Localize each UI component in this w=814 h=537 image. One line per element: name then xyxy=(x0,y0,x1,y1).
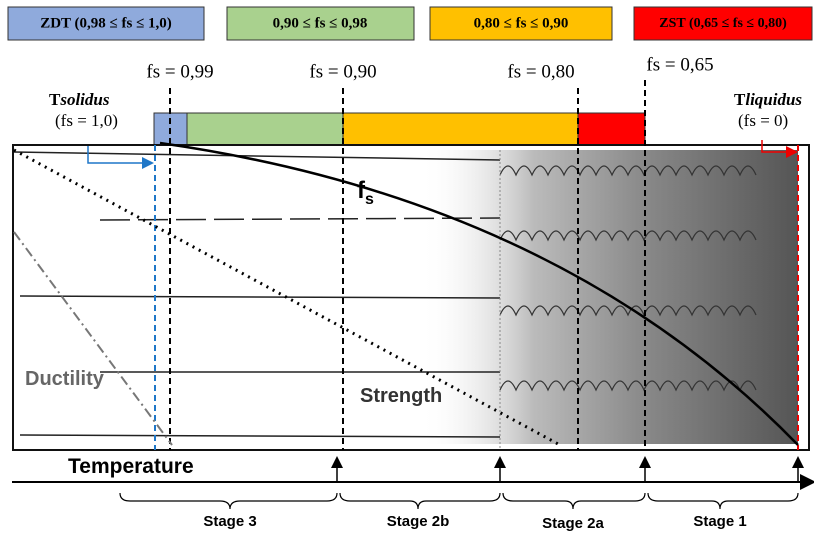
boundary xyxy=(13,151,501,161)
legend-box xyxy=(633,6,813,41)
fs-subscript: s xyxy=(365,191,374,208)
legend-box xyxy=(429,6,613,41)
dendrite xyxy=(499,230,757,242)
stage-label: Stage 3 xyxy=(203,513,256,530)
axis-label: Temperature xyxy=(68,455,194,478)
legend-text: 0,80 ≤ fs ≤ 0,90 xyxy=(474,15,569,31)
marker-label: fs = 0,90 xyxy=(309,61,376,82)
brace xyxy=(647,492,799,510)
boundary xyxy=(19,434,501,438)
liquidus-name: liquidus xyxy=(745,90,802,109)
boundary xyxy=(19,295,501,299)
legend-text: ZDT (0,98 ≤ fs ≤ 1,0) xyxy=(40,15,172,31)
brace xyxy=(339,492,501,510)
legend-box xyxy=(7,6,205,41)
fs-curve xyxy=(159,141,799,446)
dendrite xyxy=(499,380,757,392)
bar-segment xyxy=(342,112,579,146)
bar-segment xyxy=(186,112,344,146)
legend-text: 0,90 ≤ fs ≤ 0,98 xyxy=(273,15,368,31)
bar-segment xyxy=(577,112,646,146)
solidus-name: solidus xyxy=(59,90,110,109)
brace xyxy=(119,492,338,510)
fs-label: fs xyxy=(357,177,374,208)
axis-arrows xyxy=(331,456,804,482)
solidus-arrow xyxy=(87,146,154,169)
liquidus-fraction: (fs = 0) xyxy=(738,111,788,130)
dendrite xyxy=(499,305,757,317)
stage-label: Stage 1 xyxy=(693,513,746,530)
solidus-fraction: (fs = 1,0) xyxy=(55,111,118,130)
marker-label: fs = 0,65 xyxy=(646,54,713,75)
solidus-prefix: T xyxy=(49,90,61,109)
ductility-label: Ductility xyxy=(25,368,105,390)
fraction-bar xyxy=(153,112,646,146)
boundary xyxy=(99,217,501,221)
stage-braces xyxy=(119,492,799,510)
solidus-label: Tsolidus xyxy=(49,90,110,109)
marker-label: fs = 0,99 xyxy=(146,61,213,82)
marker-label: fs = 0,80 xyxy=(507,61,574,82)
legend-text: ZST (0,65 ≤ fs ≤ 0,80) xyxy=(659,16,787,31)
stage-label: Stage 2a xyxy=(542,515,604,532)
dendrite xyxy=(499,165,757,177)
grain-boundaries xyxy=(13,151,501,438)
stage-label: Stage 2b xyxy=(387,513,450,530)
ductility-curve xyxy=(13,231,173,446)
liquidus-prefix: T xyxy=(734,90,746,109)
fraction-lines xyxy=(154,80,799,450)
liquidus-label: Tliquidus xyxy=(734,90,802,109)
dendrites xyxy=(499,165,757,392)
brace xyxy=(502,492,646,510)
liquidus-arrow xyxy=(761,140,798,158)
strength-label: Strength xyxy=(360,385,442,407)
fs-main: f xyxy=(357,177,366,204)
dendrite-zone xyxy=(420,150,798,444)
legend-box xyxy=(226,6,415,41)
legend: ZDT (0,98 ≤ fs ≤ 1,0) 0,90 ≤ fs ≤ 0,98 0… xyxy=(7,6,813,41)
main-frame xyxy=(12,144,810,451)
